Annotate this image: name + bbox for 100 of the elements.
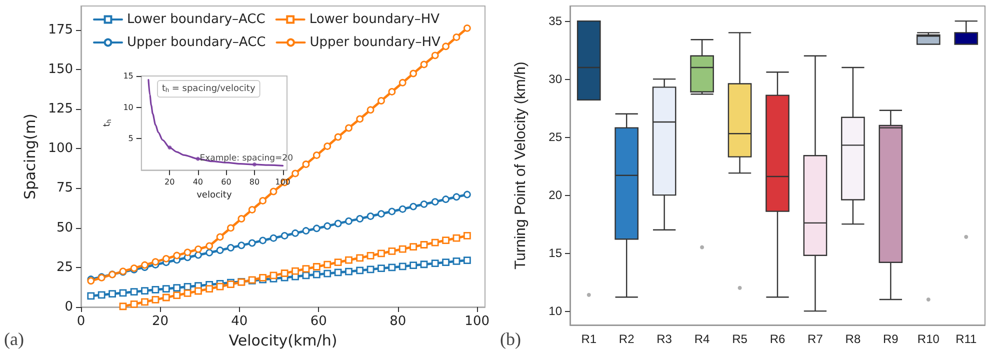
point: [431, 260, 439, 267]
point: [302, 227, 310, 234]
legend-label: Upper boundary–HV: [310, 35, 440, 50]
y-tick-label: 125: [48, 101, 73, 116]
point: [119, 289, 127, 297]
point: [410, 202, 418, 210]
x-tick-label: R6: [770, 332, 786, 346]
point: [152, 296, 160, 304]
x-tick-label: R7: [808, 332, 824, 346]
x-tick-label: 100: [464, 314, 490, 329]
point: [431, 198, 439, 206]
y-tick-label: 35: [548, 14, 562, 28]
point: [378, 210, 385, 218]
point: [366, 212, 374, 220]
point: [259, 197, 266, 204]
point: [152, 286, 160, 294]
point: [345, 268, 352, 276]
point: [216, 246, 224, 254]
point: [87, 292, 95, 300]
point: [312, 152, 320, 159]
y-axis-title: Spacing(m): [20, 114, 39, 200]
x-tick-label: R3: [656, 332, 672, 346]
point: [356, 115, 364, 123]
point: [216, 233, 224, 241]
point: [388, 208, 396, 216]
point: [130, 288, 138, 296]
y-tick-label: 30: [548, 72, 562, 86]
point: [345, 124, 352, 132]
point: [442, 258, 450, 266]
text: (a): [4, 329, 24, 349]
point: [334, 133, 342, 141]
point: [420, 241, 428, 248]
x-tick-label: 40: [192, 178, 204, 187]
y-axis-title: Turning Point of Velocity (km/h): [512, 62, 529, 270]
point: [302, 160, 310, 168]
point: [398, 245, 406, 253]
point: [248, 206, 256, 214]
point: [194, 251, 202, 259]
point: [141, 298, 148, 306]
point: [119, 302, 127, 310]
x-tick-label: 60: [221, 178, 232, 187]
point: [141, 261, 148, 269]
y-tick-label: 5: [128, 134, 134, 144]
x-tick-label: R5: [732, 332, 748, 346]
y-tick-label: 50: [56, 220, 73, 236]
x-tick-label: R2: [618, 332, 635, 346]
point: [152, 258, 160, 266]
point: [259, 236, 266, 244]
point: [162, 294, 170, 302]
point: [162, 254, 170, 262]
point: [452, 258, 460, 265]
point: [173, 252, 181, 260]
point: [206, 248, 214, 256]
point: [98, 291, 106, 299]
x-tick-label: 60: [310, 314, 327, 329]
y-tick-label: 100: [48, 141, 73, 156]
point: [442, 42, 450, 50]
legend-label: Lower boundary–HV: [309, 12, 440, 27]
x-tick-label: R10: [917, 332, 940, 346]
point: [292, 229, 299, 237]
point: [431, 52, 439, 60]
y-tick-label: 15: [548, 246, 562, 260]
x-tick-label: R11: [956, 332, 978, 346]
point: [194, 245, 202, 253]
x-tick-label: 0: [76, 314, 86, 329]
point: [442, 236, 450, 244]
x-tick-label: 80: [249, 178, 260, 187]
point: [420, 200, 428, 208]
y-tick-label: 25: [56, 260, 73, 275]
point: [398, 205, 406, 213]
x-tick-label: R4: [694, 332, 710, 346]
annotation: Example: spacing=20: [200, 154, 294, 164]
point: [312, 270, 320, 278]
x-tick-label: 20: [152, 314, 168, 329]
point: [216, 282, 224, 290]
x-tick-label: 40: [231, 314, 248, 329]
point: [410, 243, 418, 250]
point: [238, 242, 246, 250]
point: [270, 188, 278, 196]
point: [324, 270, 332, 278]
point: [356, 254, 364, 262]
point: [270, 234, 278, 242]
point: [431, 238, 439, 246]
point: [410, 262, 418, 270]
y-tick-label: 25: [548, 130, 562, 144]
point: [292, 170, 299, 178]
y-tick-label: 10: [548, 304, 562, 318]
text: (b): [500, 329, 521, 349]
x-tick-label: R1: [581, 332, 597, 346]
point: [108, 290, 116, 298]
point: [398, 262, 406, 270]
point: [452, 234, 460, 242]
y-tick-label: 150: [48, 62, 73, 77]
point: [420, 60, 428, 68]
point: [227, 244, 234, 252]
point: [345, 256, 352, 264]
point: [345, 217, 352, 225]
point: [388, 264, 396, 272]
point: [334, 268, 342, 276]
point: [420, 260, 428, 268]
